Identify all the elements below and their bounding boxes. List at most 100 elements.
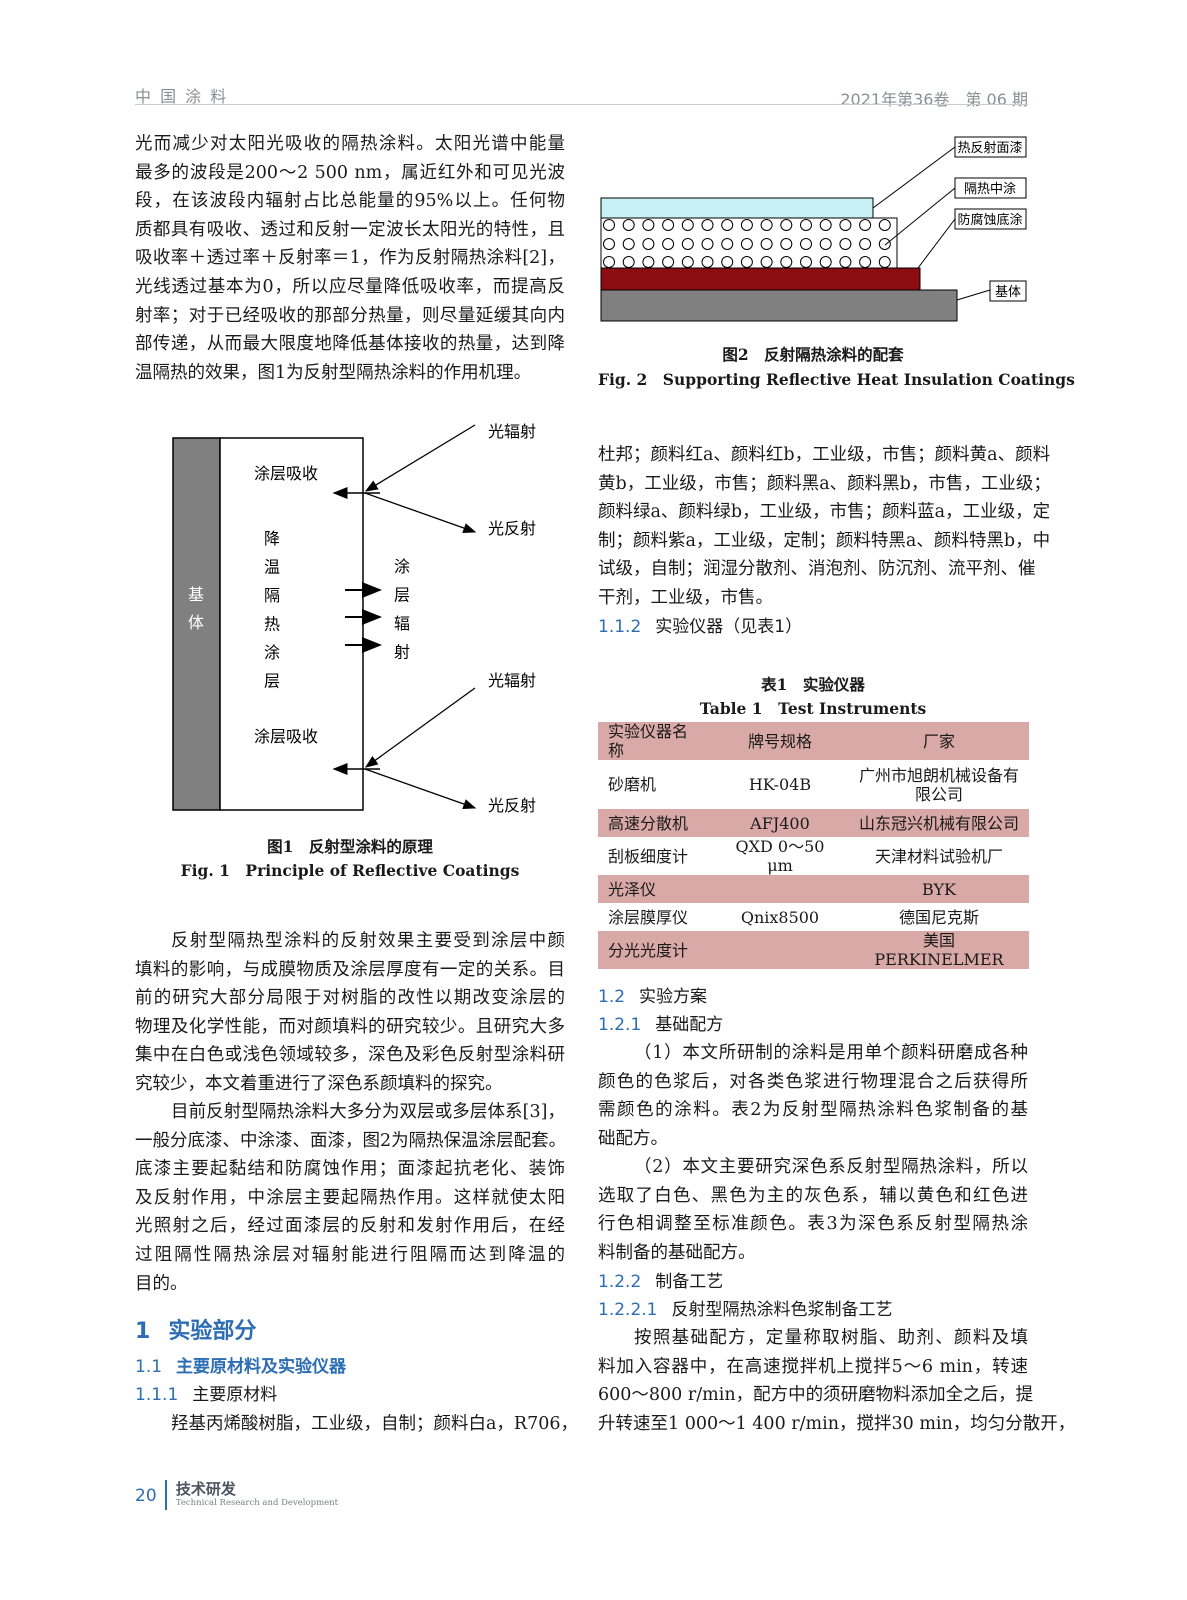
- vertical-label-char: 涂: [394, 557, 410, 576]
- insulation-bead: [681, 256, 694, 268]
- section-title: 反射型隔热涂料色浆制备工艺: [671, 1300, 893, 1320]
- text-line: 目前反射型隔热涂料大多分为双层或多层体系[3]，: [171, 1102, 565, 1122]
- section-title: 制备工艺: [655, 1272, 724, 1292]
- section-heading-1: 1 实验部分: [135, 1314, 256, 1350]
- text-line: 底漆主要起黏结和防腐蚀作用；面漆起抗老化、装饰: [135, 1159, 565, 1180]
- top-coat-layer: [600, 197, 874, 219]
- text-line: 集中在白色或浅色领域较多，深色及彩色反射型涂料研: [135, 1045, 565, 1066]
- insulation-bead: [701, 256, 714, 268]
- table-cell: 涂层膜厚仪: [608, 907, 689, 927]
- section-title: 主要原材料: [192, 1385, 278, 1405]
- top-coat-label: 热反射面漆: [957, 140, 1022, 156]
- text-line: 物理及化学性能，而对颜填料的研究较少。且研究大多: [135, 1016, 565, 1037]
- substrate-block: [172, 437, 221, 811]
- insulation-bead: [662, 256, 675, 268]
- label-box: [954, 208, 1027, 230]
- table-cell: QXD 0～50 μm: [735, 837, 825, 875]
- right-paragraph-2: （1）本文所研制的涂料是用单个颜料研磨成各种 颜色的色浆后，对各类色浆进行物理混合…: [598, 1039, 1028, 1153]
- table-cell: 德国尼克斯: [898, 907, 979, 927]
- insulation-bead: [878, 256, 891, 268]
- label-box: [954, 136, 1027, 158]
- vertical-label-char: 热: [264, 615, 280, 634]
- table-cell: BYK: [849, 875, 1029, 903]
- figure-1-caption-en: Fig. 1 Principle of Reflective Coatings: [180, 861, 520, 880]
- section-heading-1-2-2: 1.2.2 制备工艺: [598, 1268, 723, 1297]
- insulation-bead: [622, 256, 635, 268]
- text-line: 填料的影响，与成膜物质及涂层厚度有一定的关系。目: [135, 959, 565, 980]
- footer-divider: [164, 1480, 167, 1510]
- text-line: 按照基础配方，定量称取树脂、助剂、颜料及填: [634, 1328, 1028, 1348]
- insulation-bead: [642, 238, 655, 250]
- insulation-bead: [701, 219, 714, 231]
- journal-name: 中 国 涂 料: [135, 87, 229, 106]
- table-row: 分光光度计 美国PERKINELMER: [598, 931, 1029, 969]
- text-line: 试级，自制；润湿分散剂、消泡剂、防沉剂、流平剂、催: [598, 559, 1036, 580]
- table-row: 刮板细度计 QXD 0～50 μm 天津材料试验机厂: [598, 837, 1029, 875]
- light-out-label-bottom: 光反射: [488, 796, 536, 815]
- vertical-label-char: 层: [394, 586, 410, 605]
- text-line: 600～800 r/min，配方中的须研磨物料添加全之后，提: [598, 1385, 1034, 1406]
- insulation-bead: [800, 256, 812, 268]
- section-heading-1-2-1: 1.2.1 基础配方: [598, 1011, 723, 1040]
- insulation-bead: [839, 256, 852, 268]
- text-line: 质都具有吸收、透过和反射一定波长太阳光的特性，且: [135, 219, 565, 240]
- left-paragraph-1: 光而减少对太阳光吸收的隔热涂料。太阳光谱中能量 最多的波段是200～2 500 n…: [135, 130, 565, 387]
- vertical-label-char: 隔: [264, 586, 280, 605]
- header-rule: [135, 104, 1028, 105]
- insulation-bead: [662, 219, 675, 231]
- right-paragraph-4: 按照基础配方，定量称取树脂、助剂、颜料及填料加入容器中，在高速搅拌机上搅拌5～6…: [598, 1324, 1076, 1438]
- vertical-label-char: 辐: [394, 614, 410, 633]
- section-title: 基础配方: [655, 1015, 724, 1035]
- incident-arrow-top: [364, 424, 476, 492]
- substrate-label: 基: [188, 585, 204, 604]
- text-line: 羟基丙烯酸树脂，工业级，自制；颜料白a，R706，: [171, 1414, 579, 1434]
- base-label: 基体: [995, 285, 1021, 300]
- section-heading-1-2: 1.2 实验方案: [598, 983, 707, 1012]
- insulation-bead: [681, 238, 694, 250]
- coating-block: [219, 437, 364, 811]
- text-line: 升转速至1 000～1 400 r/min，搅拌30 min，均匀分散开，: [598, 1413, 1076, 1434]
- table-1-title-en: Table 1 Test Instruments: [699, 699, 927, 718]
- text-line: 料加入容器中，在高速搅拌机上搅拌5～6 min，转速: [598, 1356, 1028, 1377]
- leader-line: [917, 218, 956, 269]
- text-line: 段，在该波段内辐射占比总能量的95%以上。任何物: [135, 191, 565, 212]
- table-cell: HK-04B: [748, 775, 812, 794]
- insulation-bead: [780, 219, 793, 231]
- section-number: 1.1.1: [135, 1385, 179, 1405]
- insulation-bead: [760, 256, 773, 268]
- base-layer: [600, 289, 958, 322]
- section-number: 1.2.2: [598, 1272, 642, 1292]
- insulation-bead: [800, 219, 812, 231]
- insulation-bead: [603, 256, 615, 268]
- insulation-bead: [642, 256, 655, 268]
- vertical-label-char: 射: [394, 643, 410, 662]
- substrate-label: 体: [188, 613, 204, 632]
- insulation-bead: [839, 238, 852, 250]
- text-line: 最多的波段是200～2 500 nm，属近红外和可见光波: [135, 162, 565, 183]
- figure-2: 热反射面漆 隔热中涂 防腐蚀底涂 基体: [600, 136, 1027, 322]
- table-cell: Qnix8500: [740, 907, 820, 927]
- insulation-bead: [740, 238, 753, 250]
- insulation-bead: [721, 238, 734, 250]
- text-line: 光而减少对太阳光吸收的隔热涂料。太阳光谱中能量: [135, 134, 565, 154]
- text-line: 究较少，本文着重进行了深色系颜填料的探究。: [135, 1073, 503, 1094]
- text-line: 干剂，工业级，市售。: [598, 587, 773, 608]
- page-footer: 20 技术研发 Technical Research and Developme…: [135, 1480, 338, 1510]
- text-line: 料制备的基础配方。: [598, 1242, 756, 1263]
- table-row: 光泽仪 BYK: [598, 875, 1029, 903]
- light-in-label-top: 光辐射: [488, 422, 536, 441]
- table-cell: 分光光度计: [598, 931, 711, 969]
- label-box: [989, 280, 1027, 302]
- section-heading-1-1-1: 1.1.1 主要原材料: [135, 1381, 277, 1410]
- section-number: 1.1.2: [598, 617, 642, 637]
- table-cell: AFJ400: [710, 809, 849, 837]
- text-line: 温隔热的效果，图1为反射型隔热涂料的作用机理。: [135, 362, 532, 383]
- section-title: 实验部分: [168, 1319, 257, 1344]
- insulation-bead: [859, 256, 872, 268]
- text-line: （2）本文主要研究深色系反射型隔热涂料，所以: [634, 1157, 1028, 1177]
- insulation-bead: [780, 256, 793, 268]
- table-header-cell: 实验仪器名称: [598, 722, 711, 760]
- page-number: 20: [135, 1486, 157, 1506]
- figure-2-caption-en: Fig. 2 Supporting Reflective Heat Insula…: [598, 370, 1075, 389]
